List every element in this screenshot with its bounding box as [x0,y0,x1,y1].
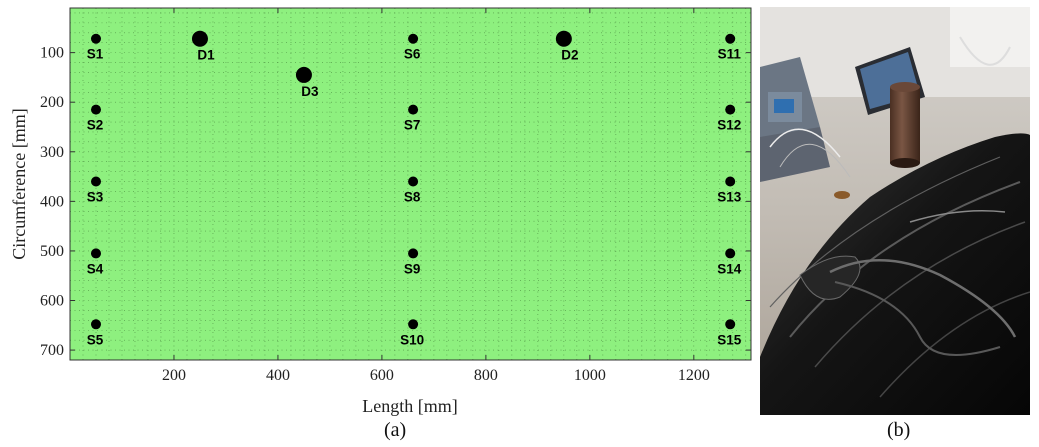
x-tick-label: 400 [266,367,290,384]
point-label-s4: S4 [87,261,104,276]
y-tick-label: 700 [40,342,64,359]
point-label-s12: S12 [717,118,741,133]
point-label-s3: S3 [87,190,104,205]
point-label-s14: S14 [717,261,742,276]
point-label-s11: S11 [718,47,742,62]
x-axis-title: Length [mm] [362,396,457,416]
point-label-s1: S1 [87,47,104,62]
x-tick-label: 1000 [574,367,606,384]
sensor-marker-s5 [90,319,101,330]
sensor-marker-s2 [90,104,101,115]
data-markers [90,30,736,330]
sensor-marker-s3 [90,176,101,187]
sensor-marker-s9 [408,248,419,259]
damage-marker-d2 [555,30,572,47]
point-label-d3: D3 [301,84,319,99]
point-label-s6: S6 [404,47,421,62]
damage-marker-d1 [191,30,208,47]
sensor-marker-s7 [408,104,419,115]
y-tick-label: 400 [40,193,64,210]
point-label-s10: S10 [400,332,424,347]
caption-a: (a) [384,419,407,441]
point-label-d2: D2 [561,48,578,63]
sensor-marker-s11 [725,33,736,44]
point-label-s2: S2 [87,118,104,133]
x-tick-label: 800 [474,367,498,384]
plot-frame [69,7,752,361]
sensor-marker-s4 [90,248,101,259]
point-label-d1: D1 [197,48,215,63]
photo-icon [760,7,1030,415]
y-tick-label: 100 [40,45,64,62]
x-tick-label: 1200 [678,367,710,384]
axis-ticks: 200 400 600 800 1000 1200 100 200 300 400 500 600 70… [40,8,751,384]
point-label-s13: S13 [717,190,742,205]
sensor-marker-s14 [725,248,736,259]
y-tick-label: 500 [40,243,64,260]
sensor-marker-s13 [725,176,736,187]
x-tick-label: 200 [162,367,186,384]
grid [70,8,751,360]
y-tick-label: 600 [40,293,64,310]
sensor-marker-s12 [725,104,736,115]
point-label-s5: S5 [87,332,104,347]
point-label-s15: S15 [717,332,742,347]
y-tick-label: 300 [40,144,64,161]
y-tick-label: 200 [40,94,64,111]
data-labels: S1 S2 S3 S4 S5 S6 S7 S8 S9 S10 S11 S12 S13 S14 S15 D1 D2… [87,47,742,348]
point-label-s8: S8 [404,190,421,205]
sensor-marker-s6 [408,33,419,44]
damage-marker-d3 [295,66,312,83]
sensor-marker-s1 [90,33,101,44]
point-label-s9: S9 [404,261,421,276]
sensor-marker-s15 [725,319,736,330]
sensor-marker-s10 [408,319,419,330]
caption-b: (b) [887,419,911,441]
y-axis-title: Circumference [mm] [9,108,29,259]
sensor-marker-s8 [408,176,419,187]
x-tick-label: 600 [370,367,394,384]
point-label-s7: S7 [404,118,421,133]
